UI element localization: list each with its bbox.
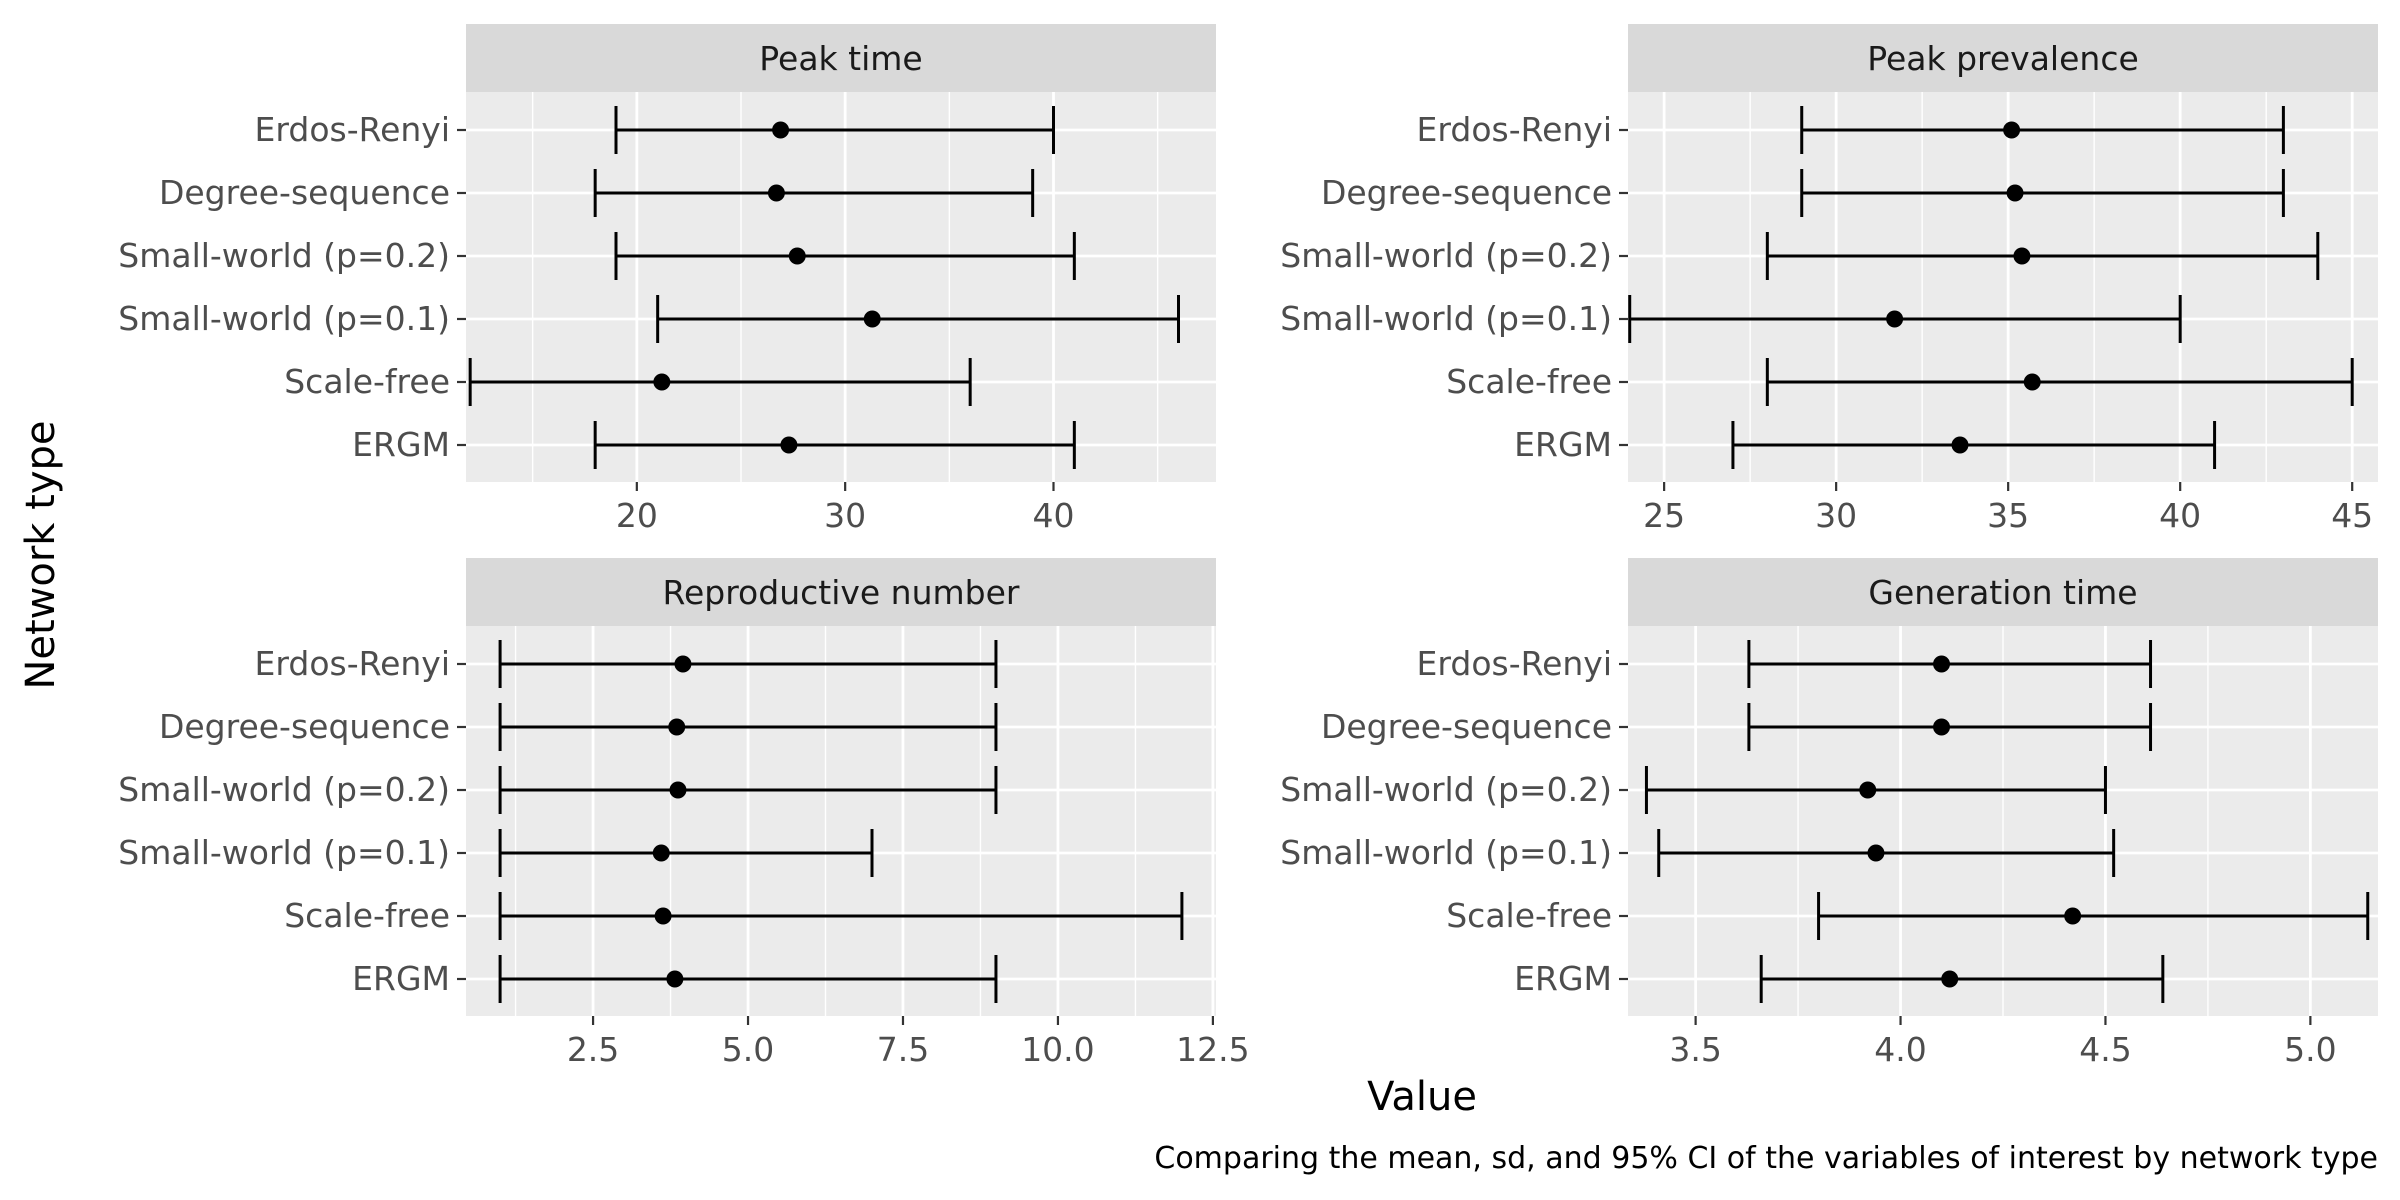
y-tick-label: Small-world (p=0.1)	[1280, 833, 1612, 872]
x-tick-label: 5.0	[722, 1030, 774, 1069]
y-tick-label: Erdos-Renyi	[255, 644, 450, 683]
facet-title: Peak time	[759, 39, 922, 78]
y-tick-label: ERGM	[352, 425, 450, 464]
mean-point	[2003, 121, 2021, 139]
y-tick-label: ERGM	[352, 959, 450, 998]
mean-point	[772, 121, 790, 139]
x-tick-label: 3.5	[1669, 1030, 1721, 1069]
y-tick-label: ERGM	[1514, 425, 1612, 464]
facet-title: Reproductive number	[663, 573, 1020, 612]
x-axis-title: Value	[1367, 1074, 1477, 1120]
mean-point	[1933, 655, 1951, 673]
x-tick-label: 7.5	[877, 1030, 929, 1069]
y-tick-label: Scale-free	[1446, 362, 1612, 401]
y-tick-label: Degree-sequence	[159, 707, 450, 746]
chart-caption: Comparing the mean, sd, and 95% CI of th…	[1154, 1141, 2378, 1176]
mean-point	[1941, 970, 1959, 988]
y-tick-label: Small-world (p=0.2)	[118, 236, 450, 275]
mean-point	[2006, 184, 2024, 202]
x-tick-label: 5.0	[2284, 1030, 2336, 1069]
mean-point	[1933, 718, 1951, 736]
mean-point	[1859, 781, 1877, 799]
facet-title: Peak prevalence	[1867, 39, 2139, 78]
facet-panels: Peak time Erdos-Renyi Degree-sequence Small…	[118, 24, 2378, 1069]
y-axis-title: Network type	[18, 420, 64, 689]
facet-strip	[466, 24, 1216, 92]
facet-panel-1: Peak prevalence Erdos-Renyi Degree-sequenc…	[1280, 24, 2378, 535]
y-tick-label: Small-world (p=0.2)	[1280, 236, 1612, 275]
mean-point	[654, 907, 672, 925]
mean-point	[2064, 907, 2082, 925]
y-tick-label: Small-world (p=0.1)	[118, 833, 450, 872]
x-tick-label: 4.0	[1874, 1030, 1926, 1069]
mean-point	[780, 436, 798, 454]
y-tick-label: Erdos-Renyi	[1417, 110, 1612, 149]
y-tick-label: Erdos-Renyi	[255, 110, 450, 149]
facet-panel-3: Generation time Erdos-Renyi Degree-sequenc…	[1280, 558, 2378, 1069]
x-tick-label: 45	[2331, 496, 2373, 535]
x-tick-label: 30	[824, 496, 866, 535]
panel-background	[1628, 92, 2378, 482]
mean-point	[1867, 844, 1885, 862]
y-tick-label: Small-world (p=0.2)	[118, 770, 450, 809]
x-tick-label: 20	[616, 496, 658, 535]
mean-point	[788, 247, 806, 265]
mean-point	[653, 373, 671, 391]
y-tick-label: Degree-sequence	[1321, 173, 1612, 212]
y-tick-label: Degree-sequence	[1321, 707, 1612, 746]
facet-panel-0: Peak time Erdos-Renyi Degree-sequence Small…	[118, 24, 1216, 535]
y-tick-label: Erdos-Renyi	[1417, 644, 1612, 683]
mean-point	[1951, 436, 1969, 454]
x-tick-label: 30	[1815, 496, 1857, 535]
mean-point	[863, 310, 881, 328]
x-tick-label: 40	[1033, 496, 1075, 535]
x-tick-label: 25	[1643, 496, 1685, 535]
mean-point	[1886, 310, 1904, 328]
x-tick-label: 12.5	[1176, 1030, 1249, 1069]
mean-point	[666, 970, 684, 988]
x-tick-label: 40	[2159, 496, 2201, 535]
x-tick-label: 4.5	[2079, 1030, 2131, 1069]
mean-point	[767, 184, 785, 202]
y-tick-label: Small-world (p=0.1)	[118, 299, 450, 338]
y-tick-label: Scale-free	[284, 896, 450, 935]
y-tick-label: Degree-sequence	[159, 173, 450, 212]
mean-point	[674, 655, 692, 673]
x-tick-label: 10.0	[1021, 1030, 1094, 1069]
y-tick-label: Small-world (p=0.1)	[1280, 299, 1612, 338]
x-tick-label: 2.5	[567, 1030, 619, 1069]
y-tick-label: Small-world (p=0.2)	[1280, 770, 1612, 809]
facet-title: Generation time	[1868, 573, 2137, 612]
mean-point	[2023, 373, 2041, 391]
panel-background	[466, 92, 1216, 482]
facet-strip	[1628, 558, 2378, 626]
facet-panel-2: Reproductive number Erdos-Renyi Degree-seq…	[118, 558, 1250, 1069]
mean-point	[668, 718, 686, 736]
facet-strip	[1628, 24, 2378, 92]
y-tick-label: ERGM	[1514, 959, 1612, 998]
x-tick-label: 35	[1987, 496, 2029, 535]
y-tick-label: Scale-free	[1446, 896, 1612, 935]
y-tick-label: Scale-free	[284, 362, 450, 401]
mean-point	[669, 781, 687, 799]
mean-point	[2013, 247, 2031, 265]
panel-background	[466, 626, 1216, 1016]
mean-point	[652, 844, 670, 862]
facet-strip	[466, 558, 1216, 626]
